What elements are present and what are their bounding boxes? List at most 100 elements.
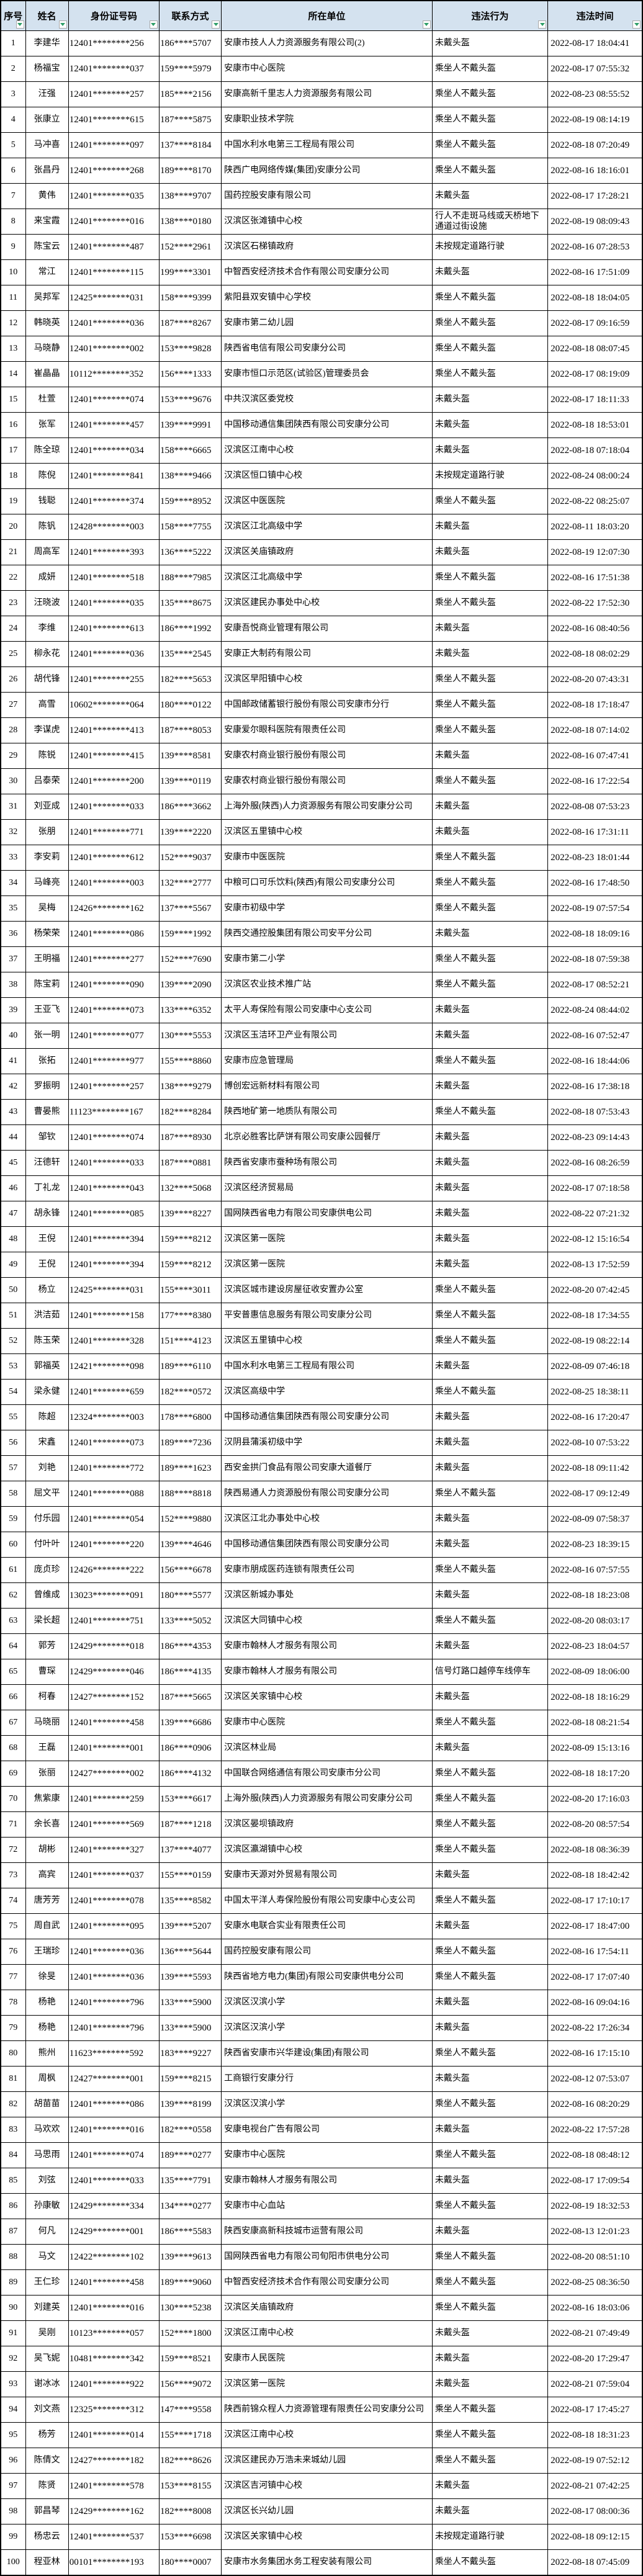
cell-unit: 安康市中心血站 [221, 2193, 433, 2219]
cell-index: 32 [0, 819, 26, 845]
cell-index: 45 [0, 1150, 26, 1176]
cell-phone: 155****8860 [158, 1048, 222, 1074]
cell-phone: 199****3301 [158, 259, 222, 285]
cell-name: 梁长超 [25, 1608, 69, 1634]
cell-unit: 安康正大制药有限公司 [221, 641, 433, 667]
cell-phone: 187****0881 [158, 1150, 222, 1176]
table-body: 1 李建华 12401********256 186****5707 安康市技人人力资源… [0, 30, 643, 2576]
cell-phone: 186****1992 [158, 616, 222, 642]
table-row: 100 程亚林 00101********193 180****0007 安康市水务集团… [0, 2549, 643, 2576]
filter-button-id-number[interactable] [149, 20, 158, 29]
cell-time: 2022-08-25 18:38:11 [547, 1379, 643, 1405]
table-row: 26 胡代锋 12401********255 182****5653 汉滨区早阳镇中心… [0, 666, 643, 693]
table-row: 55 陈超 12324********003 178****6800 中国移动通信集团陕… [0, 1404, 643, 1430]
cell-name: 陈钒 [25, 514, 69, 540]
cell-time: 2022-08-09 15:13:16 [547, 1735, 643, 1761]
cell-time: 2022-08-08 07:53:23 [547, 794, 643, 820]
table-row: 97 陈贤 12401********578 153****8155 汉滨区吉河镇中心校… [0, 2473, 643, 2499]
cell-unit: 安康市翰林人才服务有限公司 [221, 1633, 433, 1659]
cell-time: 2022-08-17 18:11:33 [547, 387, 643, 413]
cell-name: 徐旻 [25, 1964, 69, 1990]
cell-time: 2022-08-16 07:47:41 [547, 743, 643, 769]
cell-index: 77 [0, 1964, 26, 1990]
filter-button-index[interactable] [16, 20, 24, 29]
cell-phone: 147****9558 [158, 2397, 222, 2423]
cell-unit: 安康市天源对外贸易有限公司 [221, 1862, 433, 1888]
filter-dropdown-icon [213, 23, 218, 26]
cell-index: 61 [0, 1557, 26, 1583]
header-index-label: 序号 [4, 12, 23, 22]
table-row: 80 熊州 11623********592 183****9227 陕西省安康市兴华建… [0, 2040, 643, 2067]
table-row: 12 韩晓英 12401********036 187****8267 安康市第二幼儿园… [0, 310, 643, 336]
cell-phone: 138****0180 [158, 209, 222, 235]
cell-phone: 132****5068 [158, 1175, 222, 1201]
cell-index: 24 [0, 616, 26, 642]
cell-time: 2022-08-21 07:59:04 [547, 2371, 643, 2397]
cell-index: 11 [0, 285, 26, 311]
cell-phone: 152****9037 [158, 845, 222, 871]
table-row: 28 李谋虎 12401********413 187****8053 安康爱尔眼科医院… [0, 717, 643, 743]
cell-unit: 汉滨区经济贸易局 [221, 1175, 433, 1201]
table-row: 79 杨艳 12401********796 133****5900 汉滨区汉滨小学 未戴… [0, 2015, 643, 2041]
cell-unit: 汉滨区玉洁环卫产业有限公司 [221, 1023, 433, 1049]
cell-unit: 陕西广电网络传媒(集团)安康分公司 [221, 158, 433, 184]
cell-unit: 汉滨区关庙镇政府 [221, 2295, 433, 2321]
cell-index: 23 [0, 590, 26, 616]
cell-phone: 188****8818 [158, 1481, 222, 1507]
cell-time: 2022-08-21 07:49:49 [547, 2320, 643, 2346]
filter-button-phone[interactable] [212, 20, 220, 29]
table-row: 76 王瑞珍 12401********036 136****5644 国药控股安康有限… [0, 1939, 643, 1965]
cell-time: 2022-08-23 18:01:44 [547, 845, 643, 871]
cell-time: 2022-08-18 18:31:23 [547, 2422, 643, 2448]
table-row: 23 汪晓波 12401********035 135****8675 汉滨区建民办事处… [0, 590, 643, 616]
table-row: 87 何凡 12429********001 186****5583 陕西安康高新科技城… [0, 2219, 643, 2245]
table-row: 31 刘亚成 12401********033 186****3662 上海外服(陕西)… [0, 794, 643, 820]
cell-time: 2022-08-18 08:02:29 [547, 641, 643, 667]
cell-unit: 汉滨区农业技术推广站 [221, 972, 433, 998]
cell-time: 2022-08-17 17:10:17 [547, 1888, 643, 1914]
cell-id-number: 10602********064 [68, 692, 160, 718]
table-row: 33 李安莉 12401********612 152****9037 安康市中医医院乘… [0, 845, 643, 871]
cell-phone: 133****5900 [158, 1990, 222, 2016]
filter-button-unit[interactable] [422, 20, 431, 29]
cell-name: 梁永健 [25, 1379, 69, 1405]
table-row: 82 胡苗苗 12401********086 139****8199 汉滨区汉滨小学乘… [0, 2091, 643, 2117]
filter-button-name[interactable] [58, 20, 67, 29]
cell-time: 2022-08-18 08:48:12 [547, 2142, 643, 2168]
cell-id-number: 12401********033 [68, 794, 160, 820]
table-row: 92 吴飞妮 10481********342 159****8521 安康市人民医院未… [0, 2346, 643, 2372]
cell-index: 52 [0, 1328, 26, 1354]
filter-button-time[interactable] [632, 20, 641, 29]
cell-index: 40 [0, 1023, 26, 1049]
cell-violation: 未戴头盔 [431, 2066, 549, 2092]
cell-id-number: 12401********259 [68, 1786, 160, 1812]
cell-violation: 未戴头盔 [431, 183, 549, 209]
cell-phone: 155****3011 [158, 1277, 222, 1303]
cell-index: 64 [0, 1633, 26, 1659]
cell-name: 曹晏熊 [25, 1099, 69, 1125]
cell-phone: 180****0122 [158, 692, 222, 718]
table-row: 96 陈倩文 12427********182 182****8626 汉滨区建民办万浩… [0, 2448, 643, 2474]
cell-time: 2022-08-16 17:15:10 [547, 2040, 643, 2067]
cell-index: 17 [0, 438, 26, 464]
table-row: 51 洪洁茹 12401********158 177****8380 平安普惠信息服务… [0, 1303, 643, 1329]
cell-name: 马晓静 [25, 336, 69, 362]
cell-name: 周自武 [25, 1913, 69, 1939]
cell-id-number: 12425********031 [68, 285, 160, 311]
cell-name: 吕泰荣 [25, 768, 69, 794]
filter-button-violation[interactable] [538, 20, 547, 29]
cell-index: 84 [0, 2142, 26, 2168]
filter-dropdown-icon [151, 23, 156, 26]
cell-phone: 139****8227 [158, 1201, 222, 1227]
table-row: 25 柳永花 12401********036 135****2545 安康正大制药有限… [0, 641, 643, 667]
filter-dropdown-icon [424, 23, 429, 26]
cell-id-number: 12401********034 [68, 438, 160, 464]
table-row: 77 徐旻 12401********036 139****5593 陕西省地方电力(集… [0, 1964, 643, 1990]
cell-name: 谢冰冰 [25, 2371, 69, 2397]
cell-phone: 186****3662 [158, 794, 222, 820]
cell-phone: 139****2220 [158, 819, 222, 845]
cell-time: 2022-08-16 17:20:47 [547, 1404, 643, 1430]
cell-violation: 乘坐人不戴头盔 [431, 56, 549, 82]
cell-id-number: 12401********772 [68, 1455, 160, 1481]
cell-time: 2022-08-22 08:25:07 [547, 488, 643, 514]
